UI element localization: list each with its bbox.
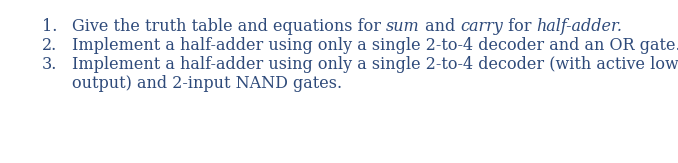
Text: Implement a half-adder using only a single 2-to-4 decoder and an OR gate.: Implement a half-adder using only a sing… bbox=[72, 37, 678, 54]
Text: 3.: 3. bbox=[42, 56, 58, 73]
Text: half-adder.: half-adder. bbox=[536, 18, 622, 35]
Text: Give the truth table and equations for: Give the truth table and equations for bbox=[72, 18, 386, 35]
Text: Implement a half-adder using only a single 2-to-4 decoder (with active low: Implement a half-adder using only a sing… bbox=[72, 56, 678, 73]
Text: 2.: 2. bbox=[42, 37, 57, 54]
Text: output) and 2-input NAND gates.: output) and 2-input NAND gates. bbox=[72, 75, 342, 92]
Text: 1.: 1. bbox=[42, 18, 58, 35]
Text: for: for bbox=[503, 18, 536, 35]
Text: and: and bbox=[420, 18, 460, 35]
Text: sum: sum bbox=[386, 18, 420, 35]
Text: carry: carry bbox=[460, 18, 503, 35]
